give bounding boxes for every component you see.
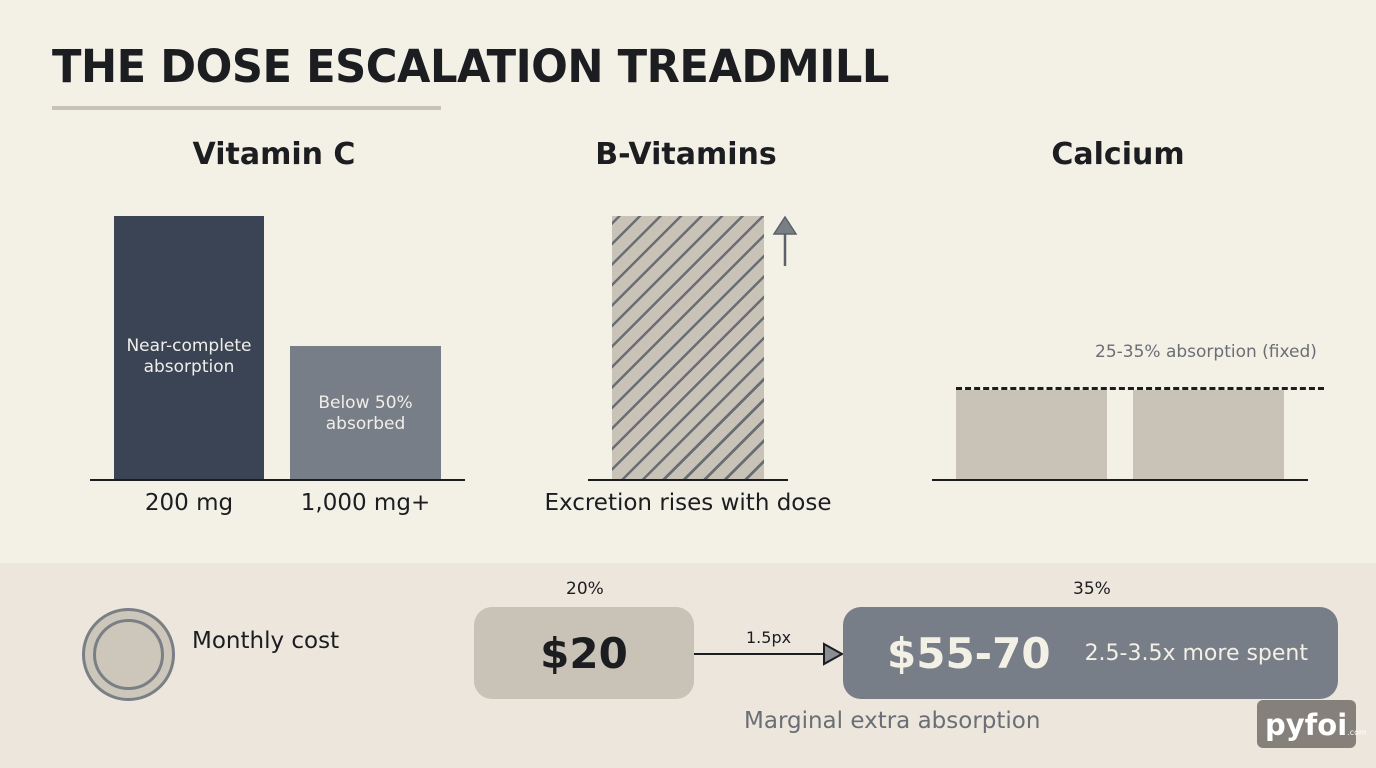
b-vitamins-title: B-Vitamins	[595, 137, 777, 172]
bar-label-line: Near-complete	[126, 336, 252, 356]
calcium-bar-2	[1133, 390, 1284, 480]
vitamin-c-baseline	[90, 479, 465, 481]
logo-text: pyfoi	[1265, 708, 1348, 742]
title-underline	[52, 106, 441, 110]
high-cost-amount: $55-70	[887, 628, 1051, 678]
calcium-threshold-line	[956, 387, 1324, 390]
calcium-bar-1	[956, 390, 1107, 480]
vitamin-c-title: Vitamin C	[192, 137, 356, 172]
dose-label-1000mg: 1,000 mg+	[300, 490, 431, 516]
calcium-title: Calcium	[1051, 137, 1185, 172]
calcium-baseline	[932, 479, 1308, 481]
logo-suffix: .com	[1347, 728, 1367, 737]
bar-label-line: absorbed	[325, 414, 406, 434]
b-vitamins-hatched-bar	[612, 216, 764, 480]
vitamin-c-bar-200mg: Near-complete absorption	[114, 216, 264, 480]
high-cost-note: 2.5-3.5x more spent	[1084, 640, 1308, 666]
pyfoi-logo: pyfoi.com	[1257, 700, 1367, 748]
right-arrow-icon	[694, 642, 845, 666]
high-cost-box: $55-70 2.5-3.5x more spent	[843, 607, 1338, 699]
low-cost-pct: 20%	[566, 579, 604, 599]
coin-icon	[82, 608, 175, 701]
bar-label-line: absorption	[143, 357, 235, 377]
low-cost-box: $20	[474, 607, 694, 699]
bar-label: Below 50% absorbed	[290, 393, 441, 435]
low-cost-amount: $20	[540, 628, 628, 678]
bar-label-line: Below 50%	[318, 393, 413, 413]
coin-inner-ring	[93, 619, 164, 690]
b-vitamins-baseline	[588, 479, 788, 481]
monthly-cost-label: Monthly cost	[192, 628, 340, 654]
page-title: THE DOSE ESCALATION TREADMILL	[52, 40, 889, 93]
up-arrow-icon	[772, 215, 798, 266]
marginal-absorption-caption: Marginal extra absorption	[744, 708, 1041, 734]
bar-label: Near-complete absorption	[114, 336, 264, 378]
vitamin-c-bar-1000mg: Below 50% absorbed	[290, 346, 441, 480]
high-cost-pct: 35%	[1073, 579, 1111, 599]
dose-label-200mg: 200 mg	[144, 490, 234, 516]
b-vitamins-caption: Excretion rises with dose	[544, 490, 832, 516]
arrow-label: 1.5px	[746, 628, 792, 647]
calcium-threshold-label: 25-35% absorption (fixed)	[1095, 342, 1317, 362]
